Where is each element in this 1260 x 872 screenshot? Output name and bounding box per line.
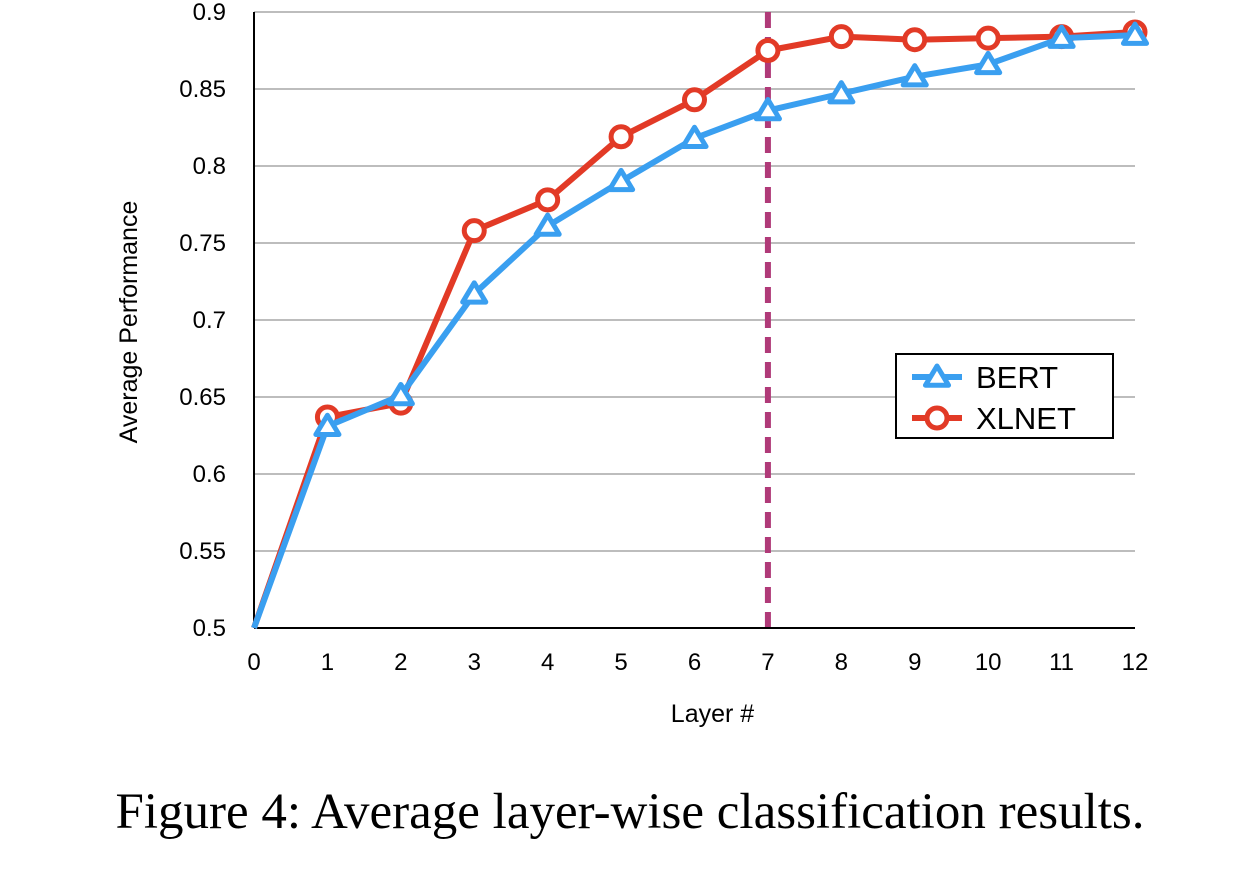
x-tick-label: 3 (468, 649, 481, 676)
figure-caption: Figure 4: Average layer-wise classificat… (115, 784, 1145, 840)
y-tick-label: 0.7 (193, 307, 226, 334)
x-tick-label: 11 (1049, 649, 1074, 676)
data-point (753, 97, 782, 122)
y-tick-label: 0.65 (179, 384, 226, 411)
legend: BERT XLNET (895, 353, 1114, 439)
y-tick-label: 0.85 (179, 76, 226, 103)
series-line-xlnet (251, 29, 1136, 629)
series-xlnet (251, 19, 1148, 629)
x-tick-label: 4 (541, 649, 554, 676)
x-tick-label: 2 (394, 649, 407, 676)
y-axis-label: Average Performance (115, 201, 143, 444)
data-point (608, 124, 634, 150)
data-point (460, 280, 489, 305)
data-point (680, 124, 709, 150)
data-point (1047, 24, 1076, 49)
x-tick-label: 1 (321, 649, 334, 676)
chart: 0.5 0.55 0.6 0.65 0.7 0.75 0.8 0.85 0.9 0 1 2 3 4 5 6 7 8… (115, 0, 1150, 728)
series (251, 19, 1150, 630)
data-point (386, 381, 415, 407)
y-tick-label: 0.9 (193, 0, 226, 26)
x-tick-label: 9 (908, 649, 921, 676)
y-tick-label: 0.6 (193, 461, 226, 488)
legend-marker (924, 405, 950, 431)
axes (253, 12, 1135, 629)
data-point (533, 212, 562, 237)
y-tick-label: 0.75 (179, 230, 226, 257)
legend-label: BERT (976, 360, 1058, 395)
series-line-bert (251, 32, 1136, 630)
data-point (607, 167, 636, 193)
x-axis-label: Layer # (671, 700, 754, 728)
legend-label: XLNET (976, 401, 1076, 436)
data-point (755, 38, 781, 63)
data-point (461, 218, 487, 244)
legend-marker (922, 363, 952, 388)
y-tick-label: 0.5 (193, 615, 226, 642)
legend-item-xlnet: XLNET (912, 401, 1076, 436)
data-point (902, 27, 928, 53)
data-point (828, 24, 854, 50)
data-point (682, 87, 707, 113)
data-point (313, 412, 342, 438)
legend-item-bert: BERT (912, 360, 1058, 395)
x-tick-label: 10 (975, 649, 1002, 676)
data-point (974, 50, 1003, 76)
data-point (827, 80, 856, 105)
x-tick-label: 0 (247, 649, 260, 676)
x-tick-label: 7 (761, 649, 774, 676)
x-tick-label: 12 (1122, 649, 1149, 676)
series-bert (251, 21, 1150, 630)
y-tick-label: 0.8 (193, 153, 226, 180)
x-tick-label: 6 (688, 649, 701, 676)
data-point (975, 25, 1001, 51)
line-chart: 0.50.550.60.650.70.750.80.850.90 1 2 3 4 5 6 7 8… (115, 0, 1150, 728)
x-tick-label: 8 (835, 649, 848, 676)
x-tick-label: 5 (614, 649, 627, 676)
data-point (535, 187, 561, 213)
data-point (1120, 21, 1150, 46)
data-point (900, 63, 929, 88)
y-tick-label: 0.55 (179, 538, 226, 565)
tick-labels: 0.50.550.60.650.70.750.80.850.90 1 2 3 4 5 6 7 8… (179, 0, 1148, 676)
